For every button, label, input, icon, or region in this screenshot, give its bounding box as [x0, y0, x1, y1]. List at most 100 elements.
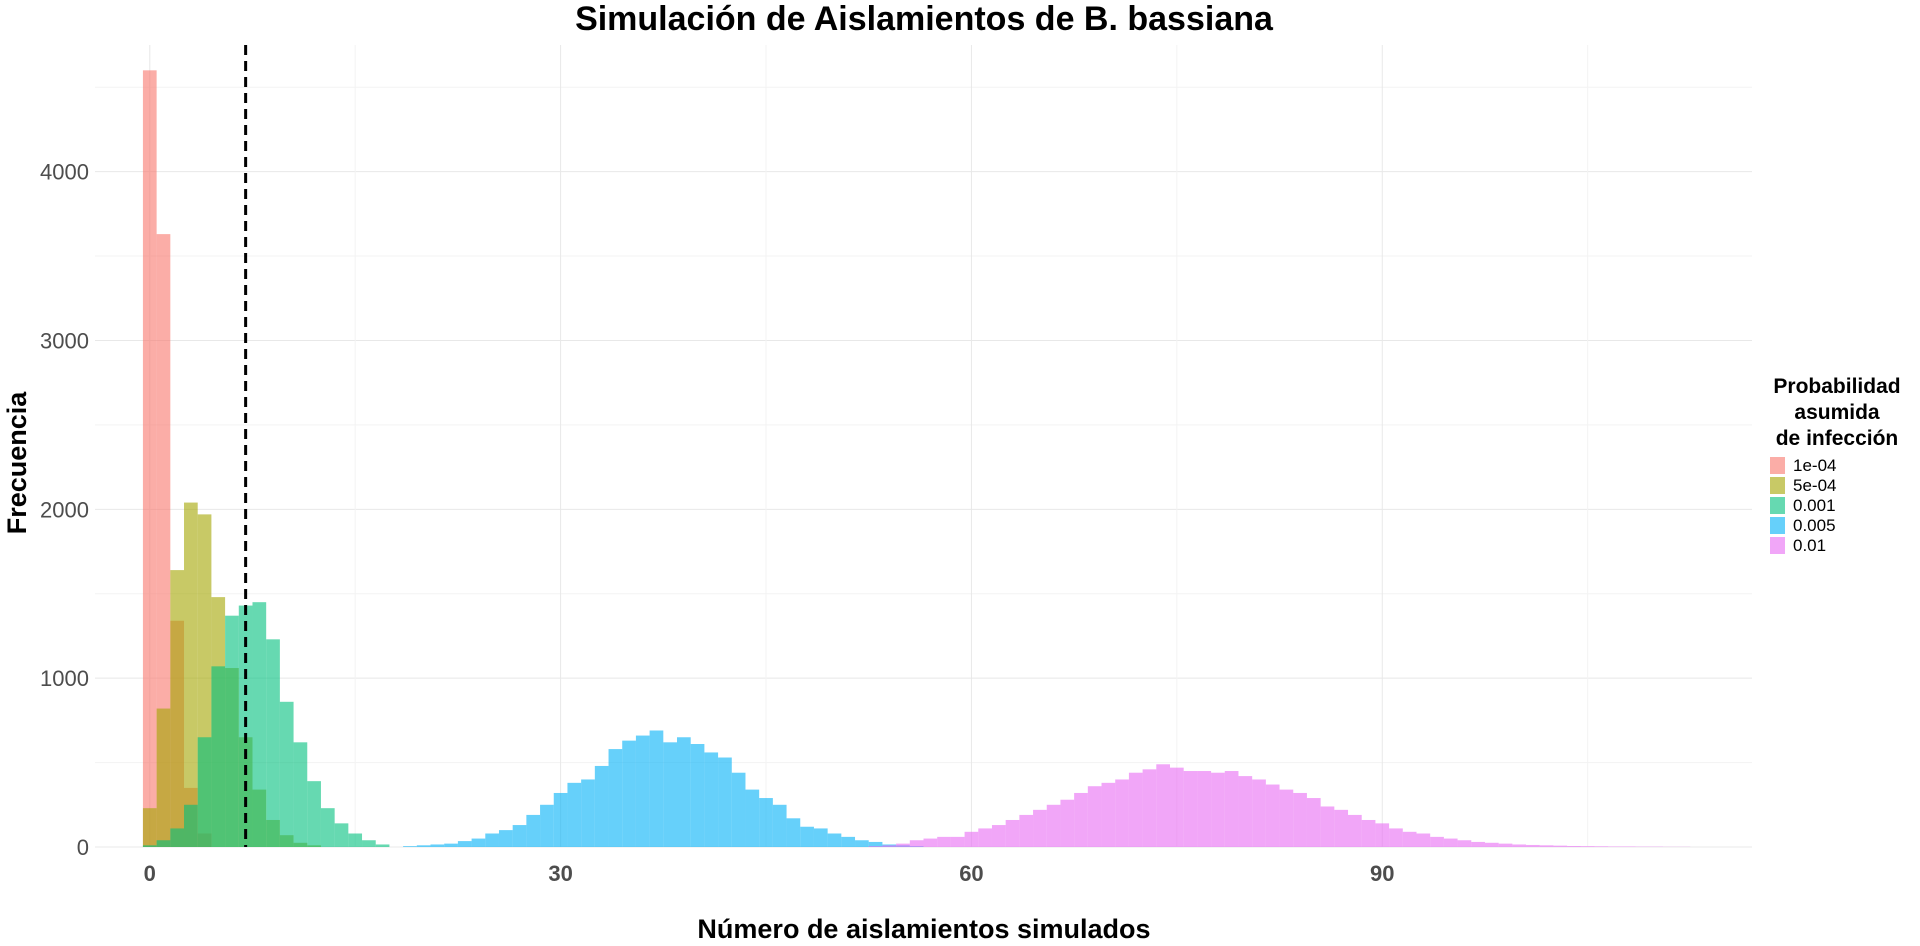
legend-swatch	[1770, 457, 1785, 474]
chart-title: Simulación de Aislamientos de B. bassian…	[575, 0, 1274, 38]
histogram-bar	[1005, 819, 1020, 847]
histogram-bar	[772, 804, 787, 847]
histogram-bar	[375, 844, 390, 847]
histogram-bar	[1443, 838, 1458, 847]
histogram-bar	[1512, 844, 1527, 847]
histogram-bar	[142, 808, 157, 847]
histogram-bar	[759, 798, 773, 847]
histogram-bar	[950, 836, 965, 847]
histogram-bar	[430, 844, 445, 847]
histogram-bar	[1142, 769, 1157, 847]
histogram-bar	[526, 814, 541, 847]
legend-label: 1e-04	[1793, 456, 1836, 475]
histogram-bar	[622, 740, 636, 847]
histogram-bar	[156, 708, 171, 847]
legend-label: 0.005	[1793, 516, 1836, 535]
histogram-bar	[1471, 841, 1485, 847]
histogram-bar	[457, 841, 472, 847]
histogram-bar	[1320, 806, 1335, 847]
histogram-bar	[156, 840, 171, 847]
histogram-bar	[1019, 814, 1034, 847]
histogram-bar	[320, 808, 335, 847]
legend-swatch	[1770, 477, 1785, 494]
histogram-bar	[1375, 823, 1390, 847]
histogram-bar	[498, 830, 513, 847]
x-tick-label: 90	[1370, 861, 1394, 886]
histogram-bar	[1498, 843, 1513, 847]
y-axis-title: Frecuencia	[2, 391, 32, 535]
histogram-bar	[197, 737, 212, 847]
legend-label: 0.001	[1793, 496, 1836, 515]
histogram-bar	[896, 843, 910, 847]
histogram-bar	[1430, 836, 1444, 847]
x-axis-ticks: 0 30 60 90	[144, 861, 1395, 886]
histogram-bar	[1033, 809, 1047, 847]
histogram-bar	[1539, 845, 1554, 847]
histogram-bar	[1046, 804, 1061, 847]
histogram-bar	[937, 836, 951, 847]
histogram-bar	[540, 804, 554, 847]
histogram-bar	[1389, 828, 1403, 847]
histogram-bar	[1115, 779, 1129, 847]
histogram-bar	[1197, 771, 1212, 847]
histogram-bar	[581, 779, 595, 847]
y-tick-label: 1000	[40, 666, 89, 691]
y-tick-label: 3000	[40, 328, 89, 353]
histogram-bar	[1334, 809, 1349, 847]
histogram-bar	[403, 846, 417, 847]
legend-swatch	[1770, 537, 1785, 554]
histogram-bar	[1553, 845, 1568, 847]
histogram-bar	[1608, 846, 1622, 847]
histogram-bar	[211, 666, 226, 847]
histogram-bar	[827, 833, 842, 847]
histogram-bar	[786, 818, 801, 847]
histogram-bar	[663, 742, 678, 847]
histogram-bar	[416, 845, 431, 847]
histogram-bar	[800, 826, 814, 847]
histogram-bar	[293, 742, 308, 847]
histogram-bar	[1416, 833, 1431, 847]
legend-swatch	[1770, 497, 1785, 514]
histogram-bar	[266, 639, 280, 847]
histogram-bar	[1169, 767, 1184, 847]
y-tick-label: 0	[77, 835, 89, 860]
series-0.01	[868, 764, 1691, 847]
histogram-bar	[1060, 799, 1075, 847]
bars-layer	[142, 70, 1691, 848]
histogram-bar	[1279, 789, 1294, 847]
histogram-bar	[1348, 814, 1362, 847]
histogram-bar	[1402, 831, 1417, 847]
y-tick-label: 4000	[40, 160, 89, 185]
histogram-bar	[348, 833, 363, 847]
x-tick-label: 60	[959, 861, 983, 886]
legend: Probabilidad asumida de infección 1e-045e-0…	[1770, 375, 1901, 555]
histogram-bar	[1238, 776, 1253, 847]
series-0.001	[142, 602, 390, 847]
histogram-bar	[1074, 792, 1088, 847]
histogram-bar	[978, 828, 992, 847]
x-tick-label: 0	[144, 861, 156, 886]
histogram-bar	[718, 757, 732, 847]
histogram-bar	[142, 70, 157, 848]
histogram-bar	[184, 502, 198, 847]
histogram-bar	[1252, 779, 1266, 847]
x-axis-title: Número de aislamientos simulados	[697, 914, 1150, 944]
histogram-bar	[608, 749, 623, 847]
histogram-bar	[1526, 844, 1540, 847]
histogram-bar	[1101, 782, 1116, 847]
histogram-bar	[1594, 846, 1609, 847]
histogram-bar	[553, 792, 568, 847]
histogram-bar	[471, 838, 486, 847]
histogram-bar	[1224, 771, 1239, 847]
histogram-bar	[1457, 840, 1472, 847]
series-0.005	[403, 730, 924, 847]
histogram-bar	[1306, 798, 1321, 847]
histogram-bar	[964, 831, 979, 847]
histogram-bar	[923, 838, 938, 847]
histogram-bar	[594, 765, 609, 847]
histogram-bar	[225, 615, 239, 847]
legend-swatch	[1770, 517, 1785, 534]
histogram-bar	[1087, 786, 1102, 847]
x-tick-label: 30	[548, 861, 572, 886]
histogram-bar	[1361, 819, 1376, 847]
